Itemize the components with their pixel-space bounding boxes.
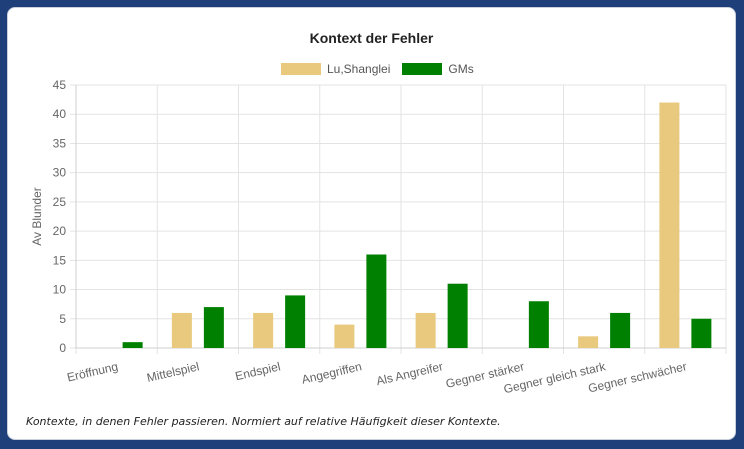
legend-label-series-2: GMs: [448, 62, 474, 76]
y-axis-title: Av Blunder: [30, 187, 44, 245]
y-tick-label: 25: [53, 195, 67, 209]
legend-label-series-1: Lu,Shanglei: [327, 62, 391, 76]
y-tick-label: 20: [53, 224, 67, 238]
chart-card: Kontext der Fehler Lu,Shanglei GMs 0 5 10 1…: [7, 7, 736, 440]
x-tick-label: Als Angreifer: [375, 359, 444, 388]
y-tick-label: 0: [59, 341, 66, 355]
y-tick-label: 15: [53, 253, 67, 267]
legend-item-series-2[interactable]: GMs: [402, 62, 474, 76]
bar-1: [334, 324, 355, 348]
x-tick-label: Mittelspiel: [145, 359, 200, 385]
bar-1: [171, 312, 192, 348]
chart-title: Kontext der Fehler: [309, 30, 434, 46]
bar-2: [610, 312, 631, 348]
y-tick-label: 35: [53, 136, 67, 150]
legend-item-series-1[interactable]: Lu,Shanglei: [281, 62, 390, 76]
chart-caption: Kontexte, in denen Fehler passieren. Nor…: [26, 415, 501, 428]
bar-chart: 0 5 10 15 20 25 30 35 40 45 Eröffnung Mittelspiel En…: [30, 78, 727, 396]
x-tick-label: Angegriffen: [300, 359, 363, 386]
bar-1: [415, 312, 436, 348]
bar-2: [203, 307, 224, 348]
bar-2: [691, 318, 712, 348]
bar-2: [447, 283, 468, 348]
bar-1: [578, 336, 599, 348]
bar-1: [659, 102, 680, 349]
y-tick-label: 30: [53, 166, 67, 180]
bar-1: [253, 312, 274, 348]
y-tick-label: 45: [53, 78, 67, 92]
x-tick-label: Eröffnung: [66, 359, 120, 384]
legend-swatch-series-2: [402, 63, 443, 75]
bar-2: [366, 254, 387, 348]
x-tick-label: Endspiel: [234, 359, 282, 383]
y-tick-label: 40: [53, 107, 67, 121]
chart-legend: Lu,Shanglei GMs: [281, 62, 486, 76]
bar-2: [285, 295, 306, 348]
bar-2: [528, 301, 549, 348]
legend-swatch-series-1: [281, 63, 321, 75]
y-tick-label: 10: [53, 283, 67, 297]
y-tick-label: 5: [59, 312, 66, 326]
bar-2: [122, 342, 143, 348]
